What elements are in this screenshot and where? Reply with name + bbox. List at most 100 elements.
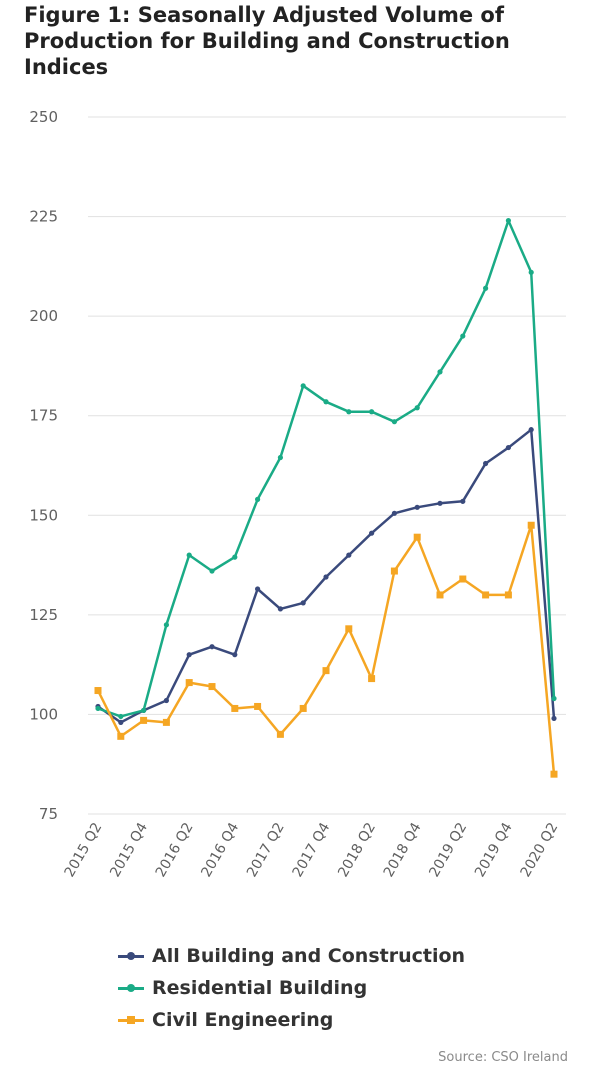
data-point-residential-building-2020-q1 <box>528 269 534 275</box>
data-point-all-building-and-construction-2017-q1 <box>255 586 261 592</box>
data-point-civil-engineering-2018-q1 <box>345 625 353 633</box>
data-point-civil-engineering-2019-q1 <box>436 591 444 599</box>
data-point-residential-building-2018-q4 <box>414 405 420 411</box>
x-tick-label-2019-q2: 2019 Q2 <box>426 820 470 880</box>
x-tick-label-2018-q4: 2018 Q4 <box>381 820 425 880</box>
source-credit: Source: CSO Ireland <box>438 1050 568 1065</box>
data-point-all-building-and-construction-2016-q3 <box>209 644 215 650</box>
data-point-residential-building-2020-q2 <box>551 695 557 702</box>
data-point-residential-building-2017-q2 <box>277 454 283 461</box>
data-point-civil-engineering-2019-q2 <box>459 575 467 583</box>
data-point-residential-building-2018-q2 <box>369 409 375 415</box>
data-point-residential-building-2019-q2 <box>460 333 466 339</box>
data-point-civil-engineering-2018-q2 <box>368 675 376 683</box>
x-axis-tick-labels: 2015 Q2 2015 Q4 2016 Q2 2016 Q4 2017 Q2 2017 … <box>62 820 562 880</box>
data-point-residential-building-2019-q1 <box>437 369 443 375</box>
data-point-residential-building-2017-q3 <box>300 383 306 389</box>
legend-label-civil-engineering: Civil Engineering <box>152 1009 334 1031</box>
data-point-all-building-and-construction-2019-q4 <box>505 444 511 451</box>
data-point-civil-engineering-2016-q4 <box>231 704 239 712</box>
data-point-civil-engineering-2015-q2 <box>94 687 102 695</box>
legend-swatch-residential-building <box>118 981 144 995</box>
data-point-civil-engineering-2020-q1 <box>527 521 535 529</box>
legend-swatch-all-building <box>118 949 144 963</box>
x-tick-label-2015-q2: 2015 Q2 <box>62 820 106 880</box>
data-point-civil-engineering-2016-q1 <box>162 718 170 726</box>
y-tick-label-75: 75 <box>39 805 58 823</box>
data-point-civil-engineering-2016-q3 <box>208 683 216 691</box>
x-tick-label-2016-q4: 2016 Q4 <box>198 820 242 880</box>
x-tick-label-2017-q4: 2017 Q4 <box>290 820 334 880</box>
data-point-residential-building-2017-q1 <box>255 496 261 502</box>
data-point-residential-building-2019-q4 <box>505 217 511 224</box>
y-tick-label-225: 225 <box>29 208 58 226</box>
legend-item-civil-engineering[interactable]: Civil Engineering <box>118 1004 465 1036</box>
data-point-residential-building-2019-q3 <box>483 285 489 291</box>
gridlines <box>88 116 566 815</box>
legend-item-all-building[interactable]: All Building and Construction <box>118 940 465 972</box>
data-point-all-building-and-construction-2018-q1 <box>346 552 352 558</box>
data-point-civil-engineering-2017-q1 <box>254 702 262 710</box>
chart-title: Figure 1: Seasonally Adjusted Volume of … <box>24 3 510 79</box>
y-tick-label-175: 175 <box>29 407 58 425</box>
data-point-all-building-and-construction-2017-q3 <box>300 600 306 606</box>
data-point-all-building-and-construction-2018-q3 <box>391 510 397 516</box>
legend-label-residential-building: Residential Building <box>152 977 368 999</box>
data-point-civil-engineering-2017-q2 <box>276 730 284 738</box>
legend: All Building and Construction Residentia… <box>118 940 465 1036</box>
x-tick-label-2018-q2: 2018 Q2 <box>335 820 379 880</box>
data-point-residential-building-2015-q2 <box>95 705 101 712</box>
data-point-civil-engineering-2015-q4 <box>140 716 148 724</box>
series-layer <box>94 217 558 778</box>
data-point-residential-building-2016-q4 <box>232 554 238 560</box>
data-point-all-building-and-construction-2016-q1 <box>163 697 169 704</box>
data-point-all-building-and-construction-2017-q2 <box>277 606 283 612</box>
series-civil-engineering <box>94 521 558 778</box>
legend-swatch-civil-engineering <box>118 1013 144 1027</box>
y-tick-label-250: 250 <box>29 108 58 126</box>
data-point-residential-building-2016-q1 <box>163 622 169 628</box>
data-point-civil-engineering-2019-q4 <box>504 591 512 599</box>
data-point-civil-engineering-2020-q2 <box>550 770 558 778</box>
data-point-all-building-and-construction-2018-q4 <box>414 504 420 510</box>
data-point-civil-engineering-2015-q3 <box>117 732 125 740</box>
data-point-all-building-and-construction-2018-q2 <box>369 530 375 536</box>
series-line-civil-engineering <box>96 523 556 775</box>
y-tick-label-125: 125 <box>29 606 58 624</box>
x-tick-label-2020-q2: 2020 Q2 <box>518 820 562 880</box>
data-point-residential-building-2018-q1 <box>346 409 352 415</box>
legend-item-residential-building[interactable]: Residential Building <box>118 972 465 1004</box>
data-point-all-building-and-construction-2017-q4 <box>323 574 329 580</box>
data-point-civil-engineering-2016-q2 <box>185 679 193 687</box>
data-point-civil-engineering-2018-q4 <box>413 533 421 541</box>
x-tick-label-2016-q2: 2016 Q2 <box>153 820 197 880</box>
data-point-all-building-and-construction-2019-q2 <box>460 498 466 504</box>
data-point-all-building-and-construction-2019-q1 <box>437 500 443 506</box>
data-point-residential-building-2015-q3 <box>118 713 124 720</box>
data-point-residential-building-2018-q3 <box>391 419 397 425</box>
data-point-civil-engineering-2017-q3 <box>299 704 307 712</box>
data-point-all-building-and-construction-2016-q4 <box>232 652 238 658</box>
series-residential-building <box>95 217 557 720</box>
legend-label-all-building: All Building and Construction <box>152 945 466 967</box>
data-point-all-building-and-construction-2019-q3 <box>483 460 489 467</box>
y-axis-tick-labels: 75 100 125 150 175 200 225 250 <box>29 108 58 823</box>
data-point-all-building-and-construction-2016-q2 <box>186 652 192 658</box>
data-point-residential-building-2015-q4 <box>141 707 147 714</box>
data-point-residential-building-2016-q2 <box>186 552 192 558</box>
x-tick-label-2017-q2: 2017 Q2 <box>244 820 288 880</box>
data-point-all-building-and-construction-2020-q2 <box>551 715 557 722</box>
data-point-civil-engineering-2018-q3 <box>390 567 398 575</box>
data-point-residential-building-2017-q4 <box>323 399 329 405</box>
series-line-residential-building <box>97 219 556 718</box>
data-point-civil-engineering-2017-q4 <box>322 667 330 675</box>
y-tick-label-100: 100 <box>29 705 58 723</box>
data-point-all-building-and-construction-2015-q3 <box>118 719 124 725</box>
y-tick-label-200: 200 <box>29 307 58 325</box>
x-tick-label-2015-q4: 2015 Q4 <box>107 820 151 880</box>
x-tick-label-2019-q4: 2019 Q4 <box>472 820 516 880</box>
series-all-building-and-construction <box>95 427 557 725</box>
y-tick-label-150: 150 <box>29 506 58 524</box>
data-point-all-building-and-construction-2020-q1 <box>528 427 534 433</box>
